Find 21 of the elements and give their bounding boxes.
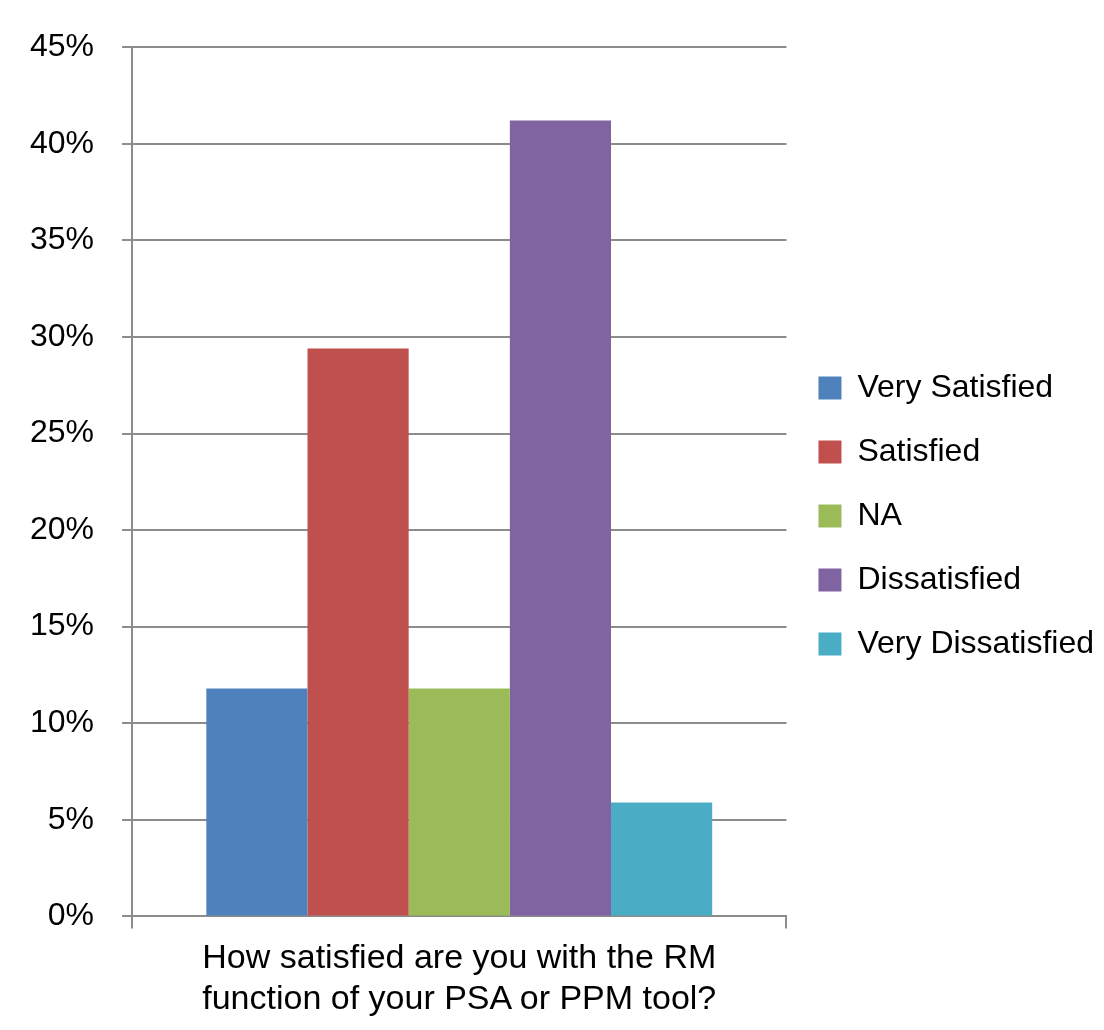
y-tick-label: 15% — [30, 606, 95, 643]
y-tick-label: 25% — [30, 413, 95, 450]
y-tick-label: 35% — [30, 220, 95, 257]
x-tick-label: How satisfied are you with the RM function of your PSA or PPM tool? — [202, 937, 717, 1016]
legend-label: Dissatisfied — [857, 559, 1022, 596]
legend-label: Very Dissatisfied — [857, 623, 1094, 660]
legend-label: NA — [857, 495, 903, 532]
legend-label: Satisfied — [857, 431, 981, 468]
bar — [611, 802, 713, 916]
bar — [509, 120, 612, 916]
y-tick-label: 10% — [30, 703, 95, 740]
y-tick-label: 5% — [47, 799, 95, 836]
bar — [408, 688, 510, 916]
y-tick-label: 0% — [47, 896, 95, 933]
bar — [307, 348, 409, 916]
legend-label: Very Satisfied — [857, 367, 1054, 404]
y-tick-label: 45% — [30, 27, 95, 64]
y-tick-label: 40% — [30, 123, 95, 160]
y-tick-label: 20% — [30, 509, 95, 546]
y-tick-label: 30% — [30, 316, 95, 353]
bar — [206, 688, 308, 916]
